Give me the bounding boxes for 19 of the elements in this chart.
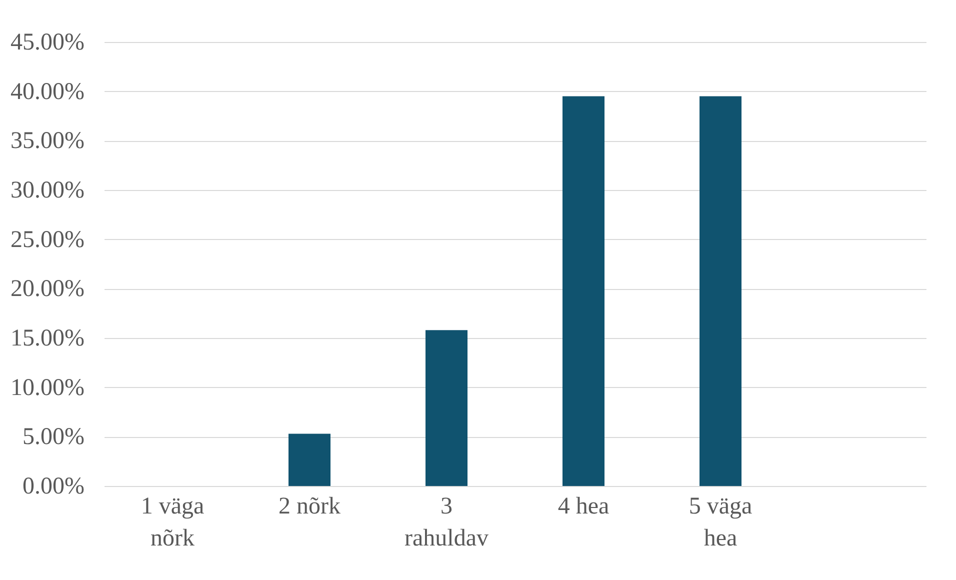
y-tick-label: 10.00% <box>10 374 84 401</box>
x-tick-label: 1 väga nõrk <box>140 494 204 552</box>
y-tick-label: 35.00% <box>10 128 84 154</box>
x-tick-label: 4 hea <box>558 494 610 520</box>
y-tick-label: 0.00% <box>22 474 84 500</box>
bar <box>700 96 742 486</box>
x-tick-label: 3 rahuldav <box>404 494 488 552</box>
y-tick-label: 15.00% <box>10 326 84 352</box>
y-tick-label: 30.00% <box>10 178 84 204</box>
y-tick-label: 40.00% <box>10 78 84 105</box>
bar <box>426 330 468 486</box>
y-tick-label: 45.00% <box>10 30 84 56</box>
y-tick-label: 25.00% <box>10 226 84 253</box>
x-tick-label: 5 väga hea <box>688 494 752 552</box>
y-tick-label: 20.00% <box>10 276 84 302</box>
y-tick-label: 5.00% <box>22 424 84 450</box>
x-tick-label: 2 nõrk <box>278 494 340 520</box>
bar <box>562 96 604 486</box>
bar <box>288 434 330 486</box>
